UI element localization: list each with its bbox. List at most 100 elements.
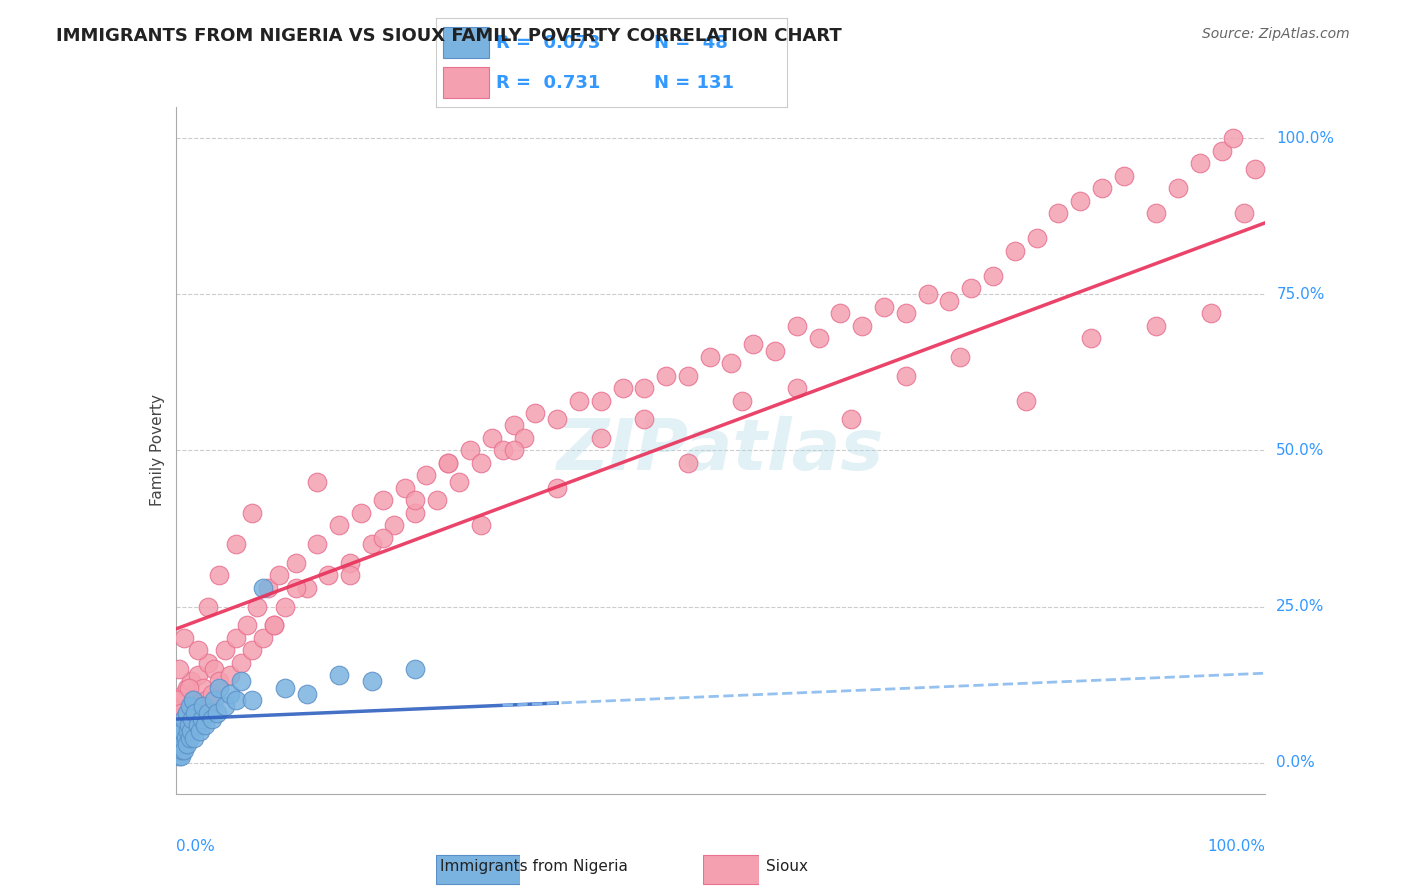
Point [240,643,263,657]
Point [201,687,224,701]
Point [166,743,188,757]
Bar [436,855,520,884]
Point [981,268,1004,283]
Point [181,693,204,707]
Point [177,681,200,695]
Point [1112,169,1135,183]
Point [786,381,808,395]
Point [174,718,197,732]
Point [170,718,193,732]
Point [960,281,983,295]
Point [208,681,231,695]
Point [731,393,754,408]
Point [231,674,253,689]
Point [350,506,373,520]
Point [1232,206,1256,220]
Point [1015,393,1038,408]
Point [1167,181,1189,195]
Point [235,618,257,632]
Point [263,618,285,632]
Point [186,668,209,682]
Point [1025,231,1047,245]
Point [219,687,242,701]
Point [177,718,200,732]
Point [191,699,214,714]
Point [382,518,405,533]
Point [807,331,830,345]
Point [176,737,198,751]
Point [179,699,201,714]
Text: 50.0%: 50.0% [1277,443,1324,458]
Point [225,693,247,707]
Point [167,737,190,751]
Point [633,412,655,426]
Point [252,581,274,595]
Point [295,687,318,701]
Point [181,712,204,726]
Point [894,368,917,383]
Point [917,287,939,301]
Point [458,443,481,458]
Point [513,431,536,445]
Point [1091,181,1114,195]
Point [568,393,591,408]
Point [184,706,207,720]
Point [676,456,699,470]
Point [167,743,190,757]
Point [188,699,211,714]
Point [197,599,219,614]
Point [188,724,211,739]
Point [318,568,340,582]
Point [167,724,190,739]
Point [202,662,225,676]
Bar [443,27,489,58]
Point [225,537,247,551]
Point [181,693,204,707]
Point [240,506,263,520]
Point [546,412,568,426]
Point [246,599,269,614]
Point [219,668,242,682]
Text: 0.0%: 0.0% [1277,756,1315,770]
Point [524,406,547,420]
Point [186,643,209,657]
Point [502,418,524,433]
Point [172,699,194,714]
Point [437,456,460,470]
Point [231,656,253,670]
Point [786,318,808,333]
Point [841,412,863,426]
Point [699,350,721,364]
Bar [703,855,759,884]
Text: R =  0.073: R = 0.073 [496,34,600,52]
Point [172,712,194,726]
Point [194,718,217,732]
Point [502,443,524,458]
Point [197,656,219,670]
Text: N = 131: N = 131 [654,74,734,92]
Point [166,693,188,707]
Point [257,581,280,595]
Point [1004,244,1026,258]
Point [938,293,960,308]
Point [894,306,917,320]
Point [470,518,492,533]
Point [177,724,200,739]
Point [307,475,329,489]
Point [405,662,427,676]
Point [173,687,195,701]
Point [208,568,231,582]
Point [169,724,191,739]
Point [274,599,297,614]
Point [546,481,568,495]
Point [176,681,198,695]
Point [1144,206,1167,220]
Point [167,706,190,720]
Point [339,568,361,582]
Point [1199,306,1222,320]
Point [195,693,218,707]
Point [225,631,247,645]
Point [191,681,214,695]
Point [179,712,201,726]
Text: R =  0.731: R = 0.731 [496,74,600,92]
